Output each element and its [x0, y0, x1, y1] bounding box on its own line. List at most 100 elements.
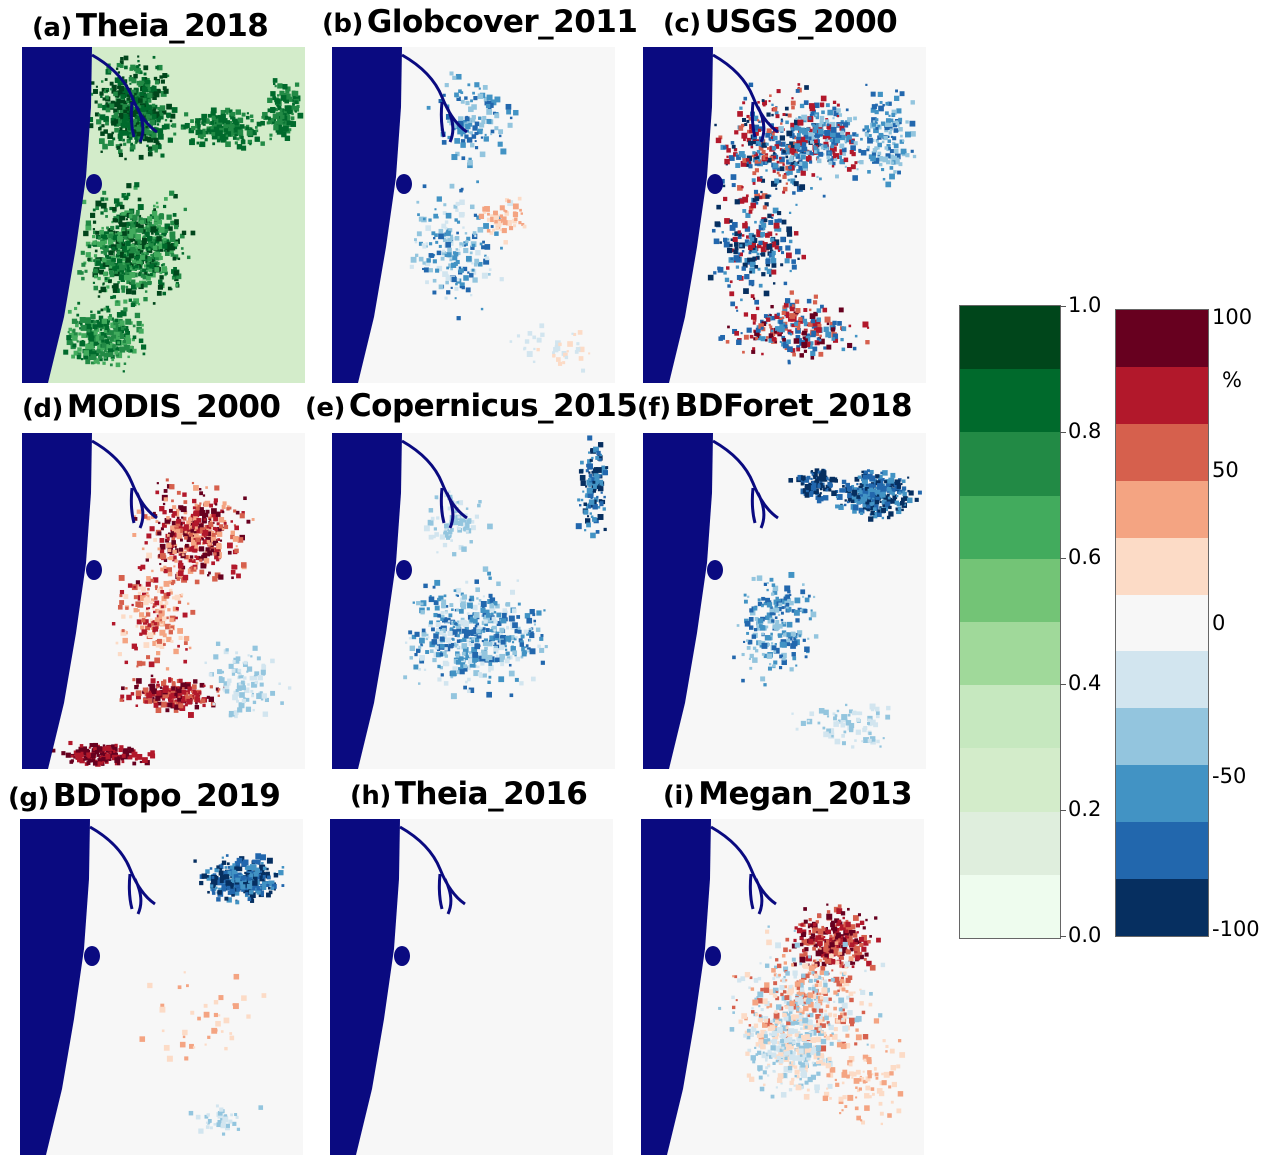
pixel-patch — [472, 604, 478, 610]
pixel-patch — [152, 629, 156, 633]
pixel-patch — [173, 555, 177, 559]
pixel-patch — [102, 262, 108, 267]
pixel-patch — [233, 137, 236, 140]
pixel-patch — [100, 286, 106, 293]
pixel-patch — [456, 96, 461, 102]
pixel-patch — [115, 253, 120, 258]
pixel-patch — [181, 516, 184, 519]
pixel-patch — [123, 142, 127, 146]
pixel-patch — [832, 325, 836, 328]
pixel-patch — [501, 656, 504, 659]
pixel-patch — [529, 608, 535, 615]
pixel-patch — [136, 660, 143, 667]
pixel-patch — [489, 603, 495, 609]
pixel-patch — [226, 112, 229, 115]
pixel-patch — [483, 223, 489, 229]
pixel-patch — [140, 564, 146, 570]
pixel-patch — [155, 141, 160, 146]
pixel-patch — [157, 284, 163, 290]
pixel-patch — [104, 330, 108, 334]
pixel-patch — [461, 130, 466, 135]
pixel-patch — [168, 630, 173, 635]
pixel-patch — [127, 754, 133, 760]
pixel-patch — [752, 238, 758, 243]
pixel-patch — [189, 555, 194, 559]
pixel-patch — [153, 622, 158, 626]
pixel-patch — [178, 519, 182, 522]
pixel-patch — [891, 109, 897, 115]
pixel-patch — [254, 126, 258, 129]
pixel-patch — [754, 168, 759, 173]
pixel-patch — [723, 196, 728, 202]
pixel-patch — [508, 226, 514, 231]
pixel-patch — [247, 139, 253, 145]
pixel-patch — [121, 760, 125, 764]
pixel-patch — [144, 77, 148, 80]
pixel-patch — [158, 226, 165, 233]
pixel-patch — [202, 530, 209, 536]
pixel-patch — [779, 322, 786, 329]
pixel-patch — [89, 743, 94, 748]
pixel-patch — [203, 512, 209, 518]
pixel-patch — [505, 602, 511, 607]
pixel-patch — [492, 642, 497, 646]
pixel-patch — [466, 664, 471, 670]
pixel-patch — [459, 639, 463, 643]
pixel-patch — [831, 337, 836, 341]
pixel-patch — [461, 594, 468, 600]
pixel-patch — [109, 363, 113, 367]
pixel-patch — [101, 339, 105, 343]
pixel-patch — [438, 284, 444, 290]
pixel-patch — [754, 265, 759, 269]
pixel-patch — [177, 628, 183, 634]
pixel-patch — [217, 688, 221, 691]
pixel-patch — [134, 685, 139, 690]
pixel-patch — [207, 541, 212, 546]
pixel-patch — [175, 607, 179, 611]
pixel-patch — [543, 609, 546, 612]
pixel-patch — [423, 267, 429, 273]
pixel-patch — [459, 597, 466, 603]
pixel-patch — [75, 757, 78, 760]
pixel-patch — [458, 89, 462, 94]
pixel-patch — [111, 84, 117, 90]
pixel-patch — [145, 97, 152, 103]
pixel-patch — [182, 574, 189, 581]
pixel-patch — [143, 72, 147, 76]
pixel-patch — [141, 252, 144, 256]
pixel-patch — [494, 231, 499, 236]
pixel-patch — [245, 115, 250, 120]
pixel-patch — [160, 701, 167, 708]
pixel-patch — [860, 149, 867, 156]
pixel-patch — [495, 226, 500, 231]
pixel-patch — [141, 344, 147, 350]
pixel-patch — [818, 338, 822, 342]
pixel-patch — [468, 598, 472, 602]
pixel-patch — [183, 207, 187, 212]
pixel-patch — [815, 132, 820, 138]
pixel-patch — [467, 271, 470, 274]
pixel-patch — [459, 659, 465, 665]
pixel-patch — [506, 656, 511, 660]
pixel-patch — [130, 142, 133, 146]
pixel-patch — [812, 128, 817, 134]
pixel-patch — [811, 173, 816, 177]
pixel-patch — [533, 347, 536, 351]
pixel-patch — [482, 640, 488, 647]
pixel-patch — [768, 137, 772, 141]
pixel-patch — [771, 113, 774, 117]
pixel-patch — [95, 234, 101, 240]
pixel-patch — [733, 255, 740, 261]
pixel-patch — [850, 145, 856, 151]
pixel-patch — [447, 135, 451, 140]
pixel-patch — [233, 118, 238, 124]
pixel-patch — [101, 325, 106, 330]
pixel-patch — [297, 112, 304, 119]
pixel-patch — [768, 323, 771, 326]
pixel-patch — [177, 562, 184, 569]
pixel-patch — [184, 695, 190, 701]
pixel-patch — [435, 268, 440, 273]
pixel-patch — [140, 273, 146, 278]
pixel-patch — [137, 609, 140, 612]
pixel-patch — [483, 619, 488, 624]
